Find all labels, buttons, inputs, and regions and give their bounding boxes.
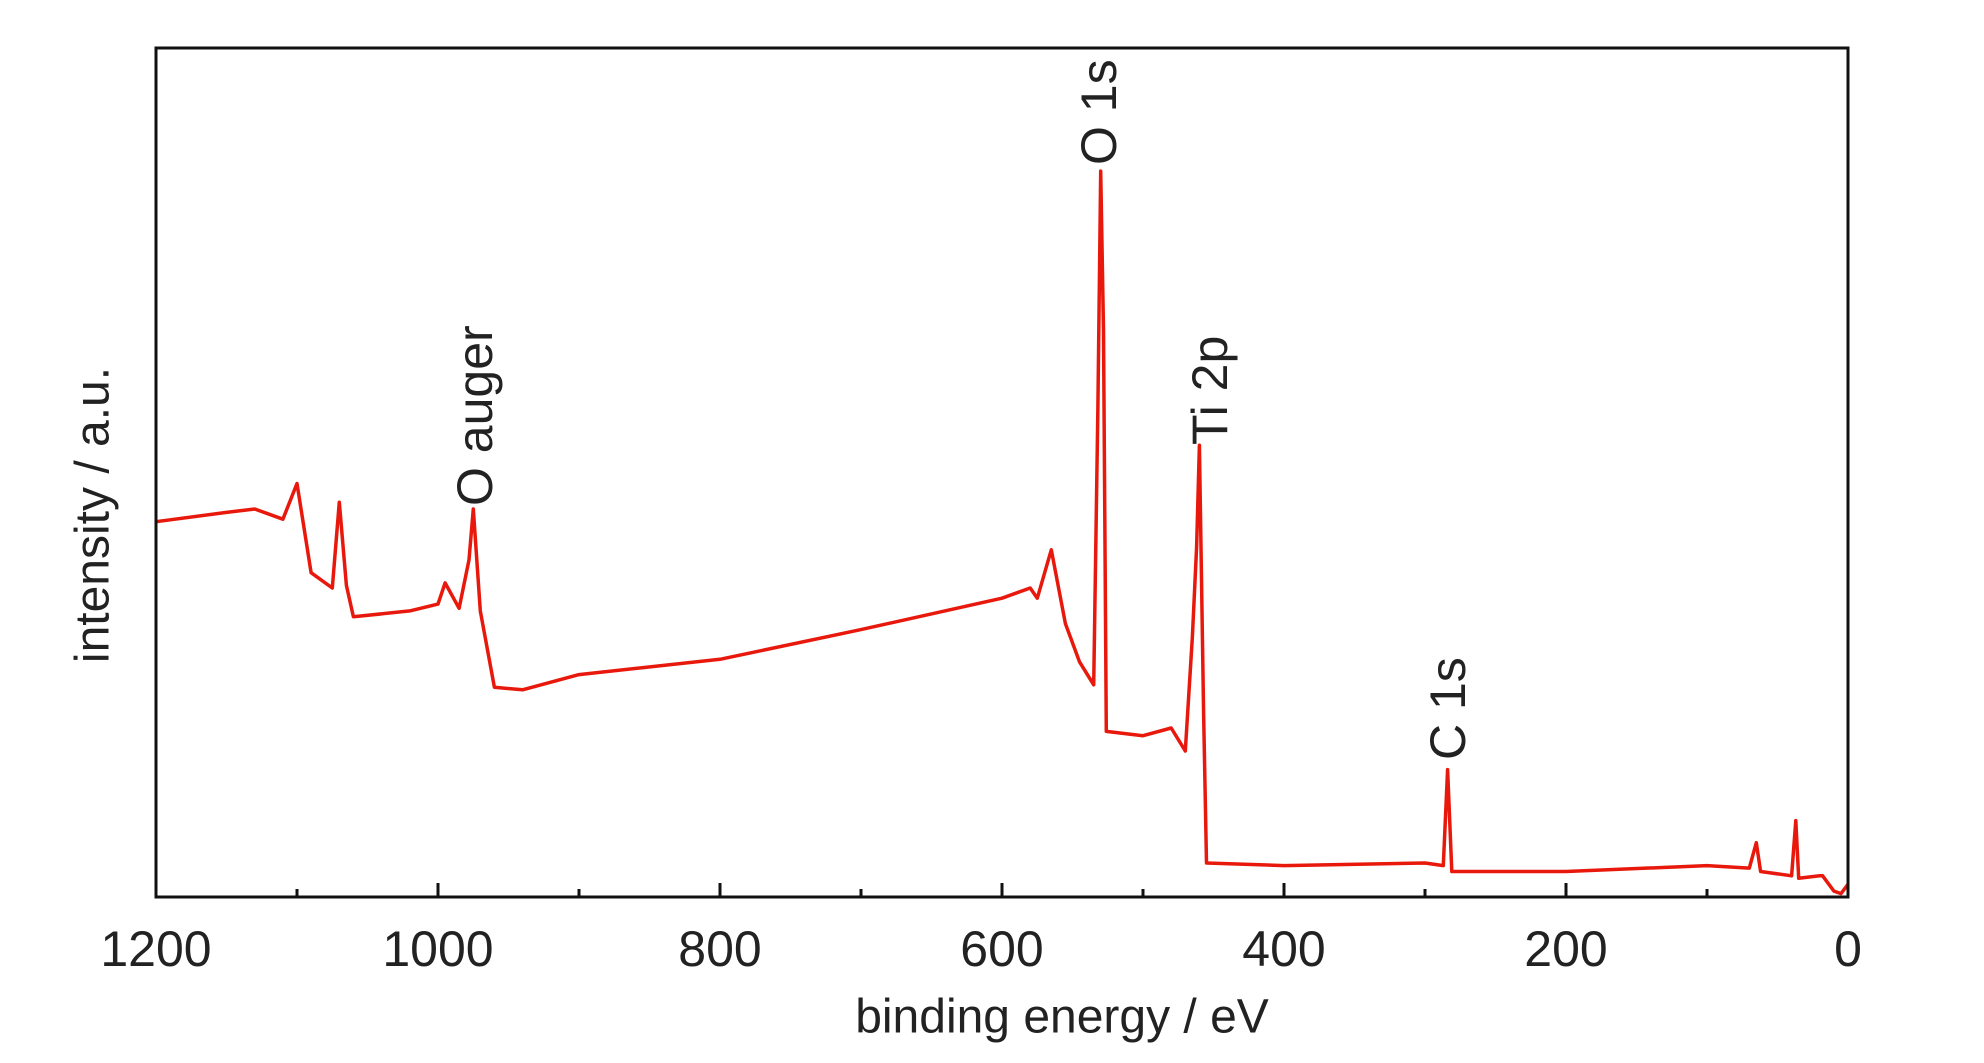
- peak-annotation: Ti 2p: [1182, 336, 1238, 445]
- peak-annotation: O auger: [447, 325, 503, 506]
- x-tick-label: 600: [960, 921, 1043, 977]
- peak-annotation: O 1s: [1071, 59, 1127, 165]
- spectrum-line: [155, 169, 1850, 896]
- peak-annotation: C 1s: [1420, 657, 1476, 760]
- x-tick-label: 1200: [100, 921, 211, 977]
- y-axis-label: intensity / a.u.: [67, 367, 120, 663]
- x-tick-label: 1000: [382, 921, 493, 977]
- x-tick-label: 800: [678, 921, 761, 977]
- x-tick-label: 0: [1834, 921, 1862, 977]
- x-tick-label: 200: [1524, 921, 1607, 977]
- plot-frame: [154, 46, 1850, 899]
- x-axis-label: binding energy / eV: [855, 991, 1269, 1044]
- x-tick-label: 400: [1242, 921, 1325, 977]
